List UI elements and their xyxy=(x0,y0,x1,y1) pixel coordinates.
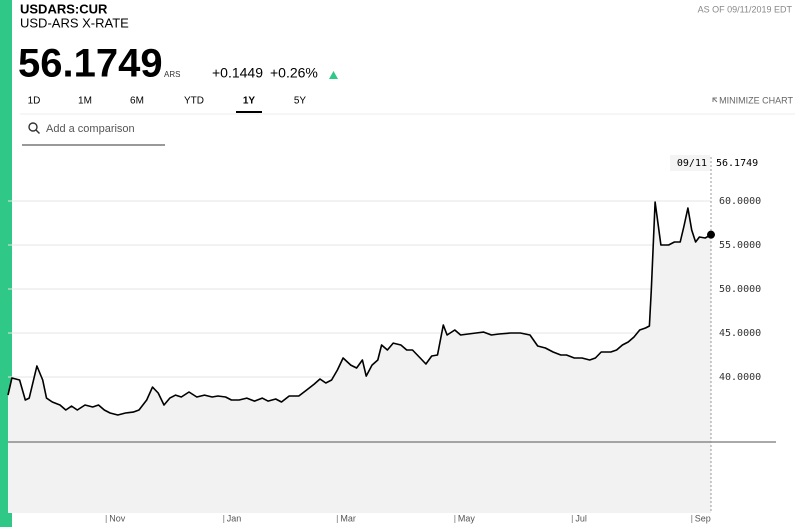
tab[interactable]: 5Y xyxy=(294,96,307,107)
tab[interactable]: 1D xyxy=(28,96,41,107)
tab[interactable]: 1M xyxy=(78,96,92,107)
y-tick-label: 50.0000 xyxy=(719,284,761,295)
x-tick-label: Nov xyxy=(109,513,126,523)
minimize-icon xyxy=(712,97,718,103)
y-tick-label: 45.0000 xyxy=(719,328,761,339)
x-tick-label: Jul xyxy=(575,513,587,523)
instrument-name: USD-ARS X-RATE xyxy=(20,15,129,30)
tooltip-date: 09/11 xyxy=(677,158,707,169)
plot: 40.000045.000050.000055.000060.0000Bloom… xyxy=(7,155,776,523)
change: +0.1449 xyxy=(212,65,263,81)
search-icon xyxy=(28,122,38,132)
x-tick-label: Mar xyxy=(340,513,356,523)
minimize-chart[interactable]: MINIMIZE CHART xyxy=(719,95,793,105)
area-fill xyxy=(8,202,711,513)
x-tick-label: Sep xyxy=(695,513,711,523)
tabs: 1D 1M 6M YTD 1Y 5Y xyxy=(28,96,307,113)
ticker: USDARS:CUR xyxy=(20,1,108,16)
tab-underline xyxy=(236,111,262,113)
last-point xyxy=(707,230,715,239)
tab[interactable]: 1Y xyxy=(243,96,256,107)
y-tick-label: 40.0000 xyxy=(719,372,761,383)
change-pct: +0.26% xyxy=(270,65,318,81)
up-arrow xyxy=(329,71,338,79)
x-tick-label: Jan xyxy=(227,513,242,523)
tooltip-value: 56.1749 xyxy=(716,158,758,169)
x-tick-label: May xyxy=(458,513,476,523)
tab[interactable]: 6M xyxy=(130,96,144,107)
as-of: AS OF 09/11/2019 EDT xyxy=(698,4,793,14)
price-line xyxy=(7,201,712,416)
tab[interactable]: YTD xyxy=(184,96,204,107)
y-tick-label: 60.0000 xyxy=(719,196,761,207)
price: 56.1749 xyxy=(18,42,163,86)
y-tick-label: 55.0000 xyxy=(719,240,761,251)
comparison-input[interactable]: Add a comparison xyxy=(46,123,135,135)
currency: ARS xyxy=(164,70,180,79)
search-icon-handle xyxy=(35,129,40,134)
tooltip-box xyxy=(670,155,710,171)
